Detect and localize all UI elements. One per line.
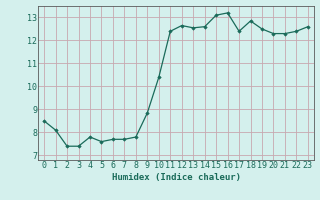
X-axis label: Humidex (Indice chaleur): Humidex (Indice chaleur) [111,173,241,182]
